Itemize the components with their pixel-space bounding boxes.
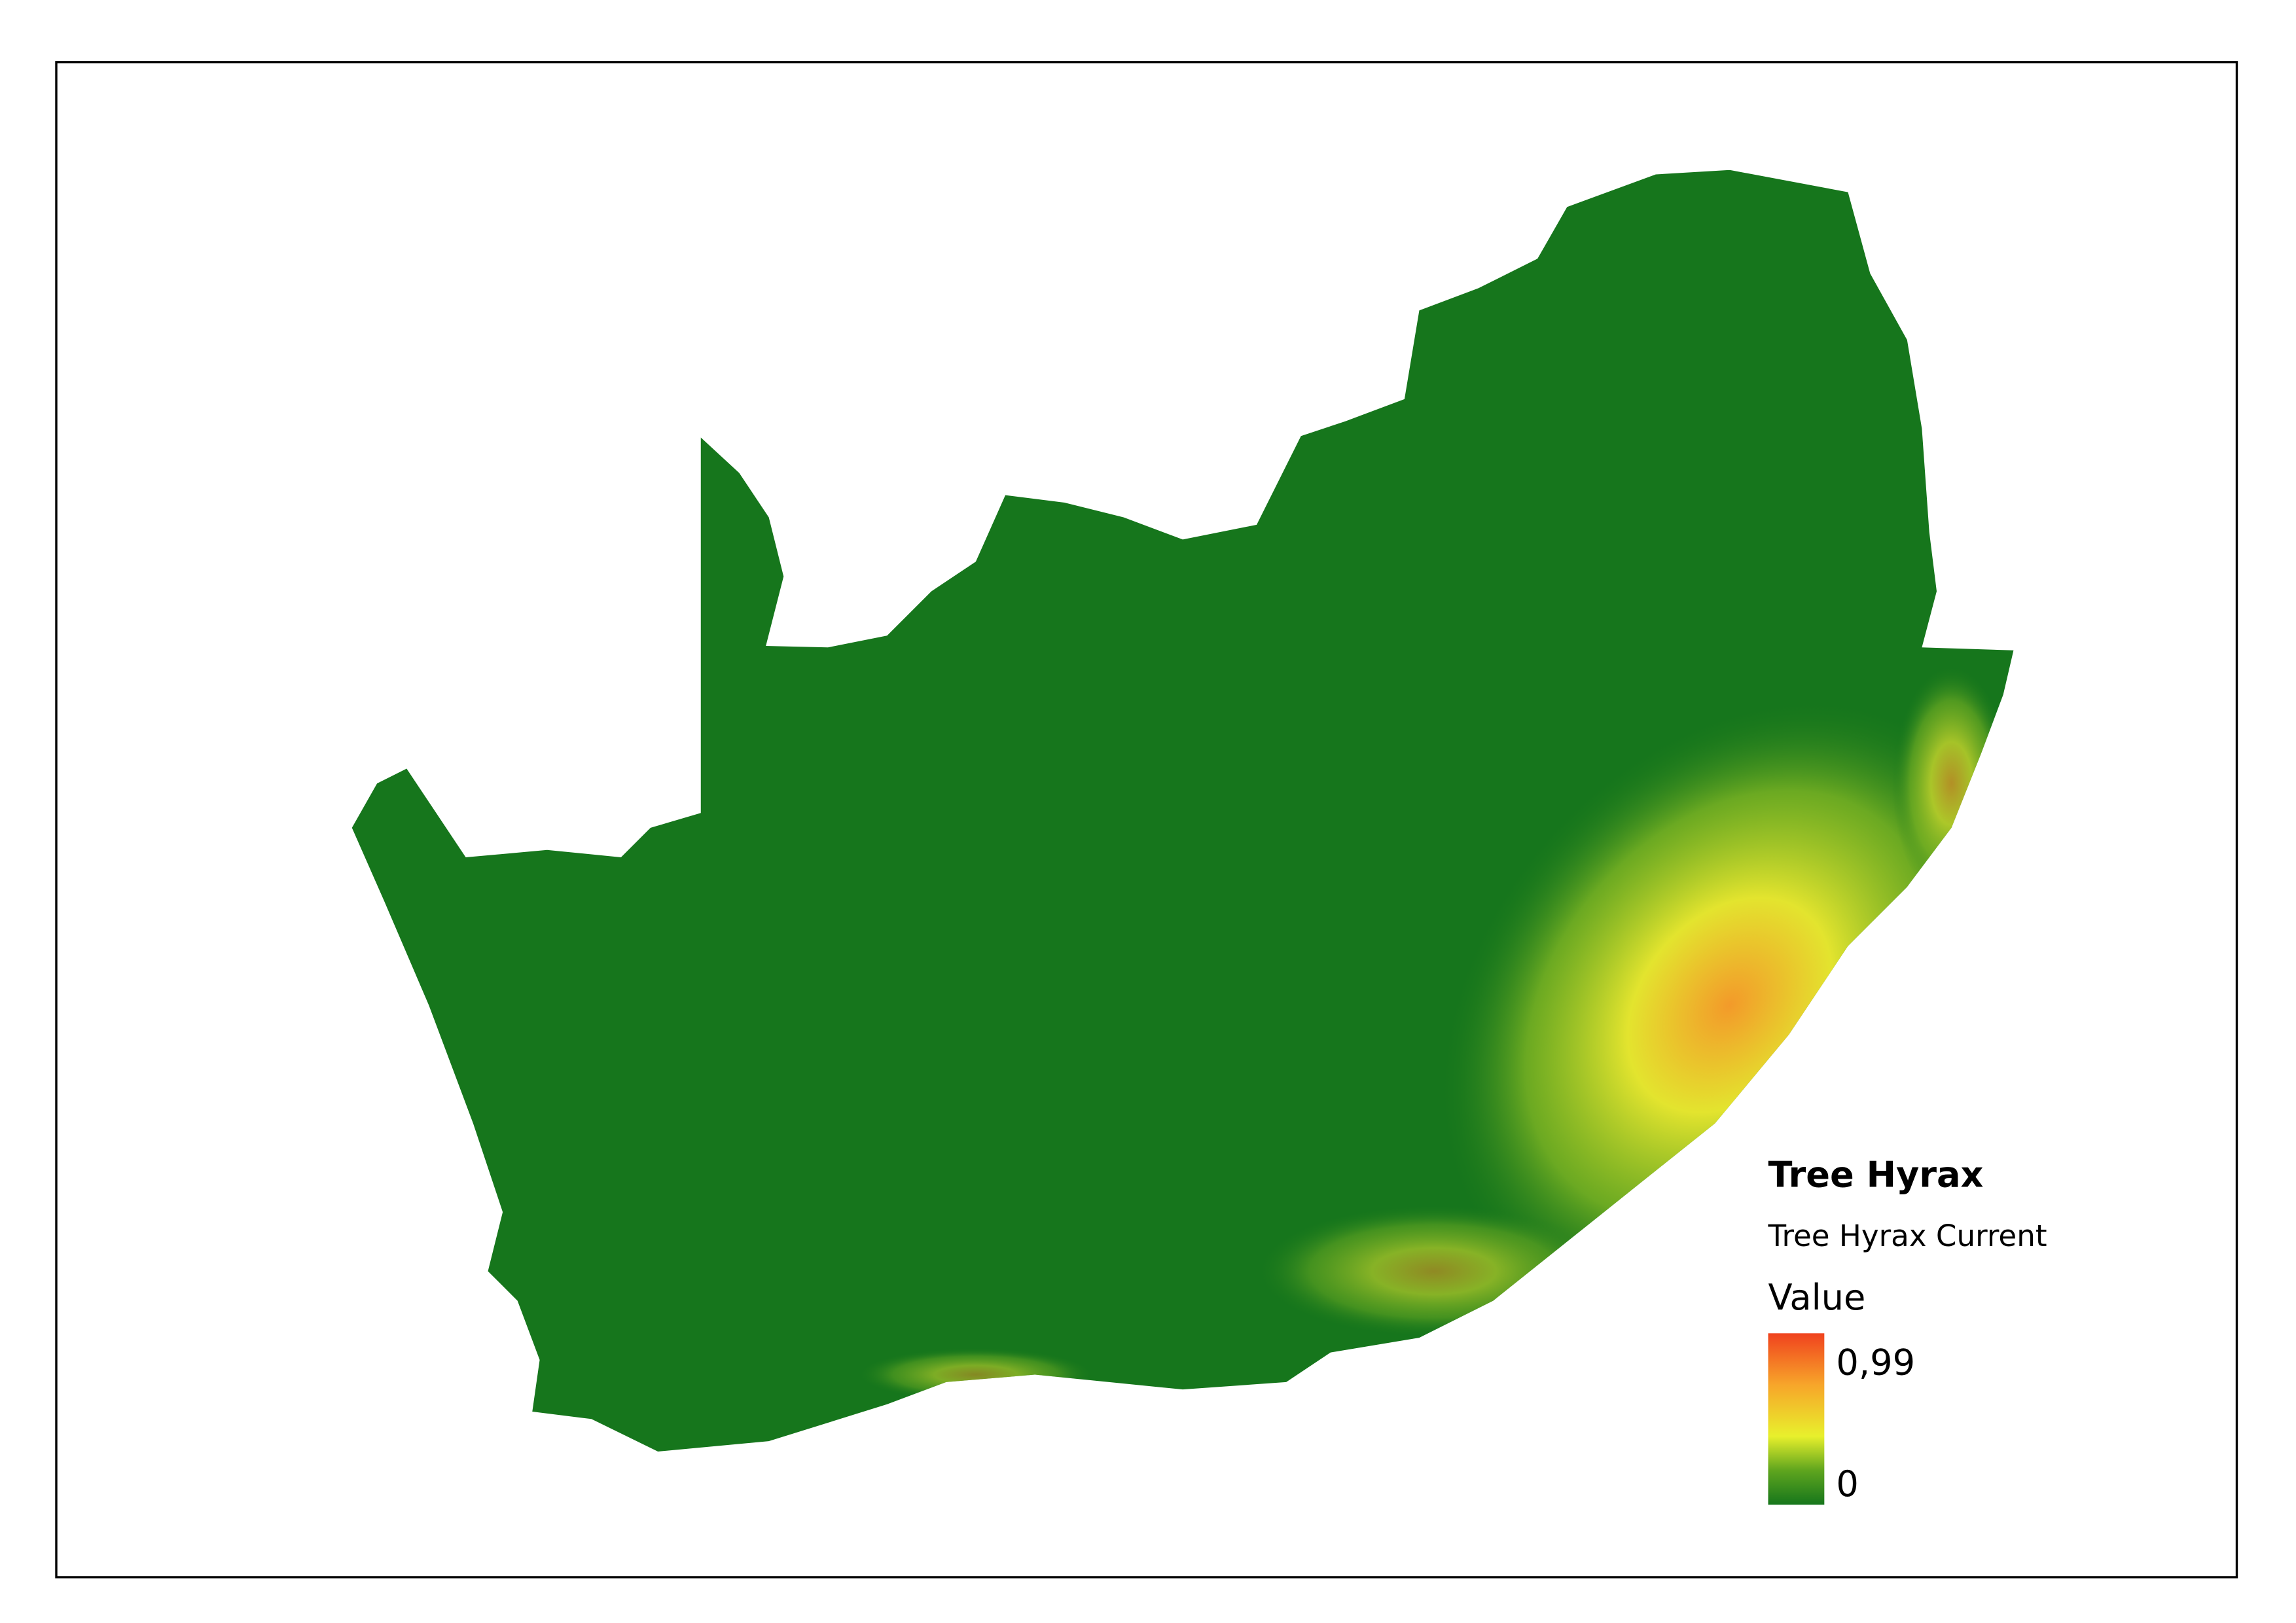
legend-max-label: 0,99 bbox=[1836, 1342, 1915, 1383]
legend-layer: Tree Hyrax bbox=[1768, 1154, 1984, 1196]
raster-hotspot bbox=[1257, 1204, 1612, 1338]
legend-min-label: 0 bbox=[1836, 1463, 1858, 1505]
legend-color-ramp bbox=[1768, 1333, 1825, 1505]
legend-title: Value bbox=[1768, 1277, 1866, 1318]
map-frame bbox=[55, 61, 2238, 1578]
raster-hotspot bbox=[857, 1347, 1094, 1402]
raster-hotspot bbox=[1892, 665, 2011, 902]
legend-band: Tree Hyrax Current bbox=[1768, 1219, 2047, 1253]
